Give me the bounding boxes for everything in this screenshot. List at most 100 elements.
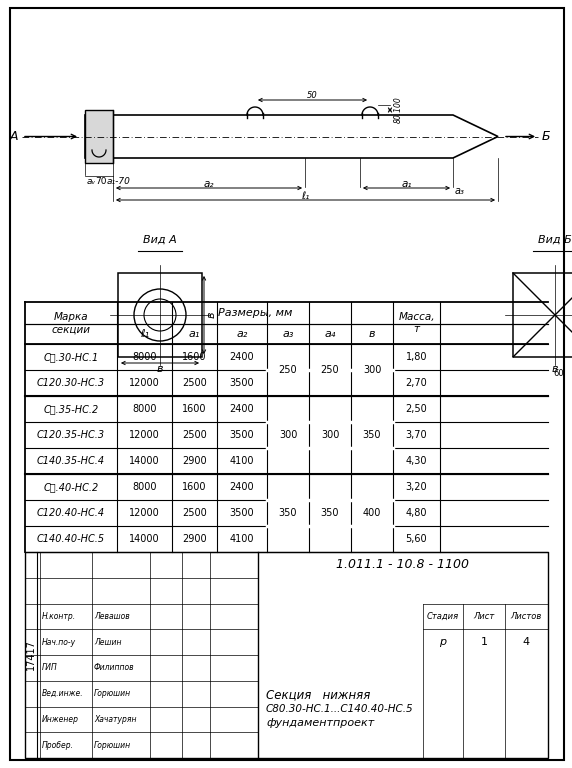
- Text: Секция   нижняя: Секция нижняя: [266, 688, 371, 701]
- Text: Вид А: Вид А: [143, 235, 177, 245]
- Text: ℓ₁: ℓ₁: [301, 191, 309, 201]
- Text: 8000: 8000: [132, 352, 157, 362]
- Text: фундаментпроект: фундаментпроект: [266, 717, 374, 727]
- Text: в: в: [207, 312, 217, 318]
- Text: 14000: 14000: [129, 534, 160, 544]
- Text: 4100: 4100: [230, 456, 254, 466]
- Text: 350: 350: [363, 430, 382, 440]
- Text: 3,20: 3,20: [406, 482, 427, 492]
- Text: 2500: 2500: [182, 378, 207, 388]
- Text: 2400: 2400: [230, 482, 255, 492]
- Text: 4,30: 4,30: [406, 456, 427, 466]
- Text: 3,70: 3,70: [406, 430, 427, 440]
- Text: a₁: a₁: [401, 179, 412, 189]
- Text: 3500: 3500: [230, 378, 255, 388]
- Text: 350: 350: [321, 508, 339, 518]
- Text: А: А: [10, 130, 18, 143]
- Text: 4: 4: [522, 637, 530, 647]
- Text: Филиппов: Филиппов: [94, 664, 134, 672]
- Text: С120.40-НС.4: С120.40-НС.4: [37, 508, 105, 518]
- Text: Нач.по-у: Нач.по-у: [42, 637, 76, 647]
- Text: 2,70: 2,70: [406, 378, 427, 388]
- Text: 14000: 14000: [129, 456, 160, 466]
- Text: 2500: 2500: [182, 508, 207, 518]
- Text: Вид Б: Вид Б: [538, 235, 572, 245]
- Text: ℓ₁: ℓ₁: [140, 329, 149, 339]
- Bar: [85, 110, 113, 163]
- Text: С耰.30-НС.1: С耰.30-НС.1: [43, 352, 98, 362]
- Text: Размеры, мм: Размеры, мм: [218, 308, 292, 318]
- Text: 1600: 1600: [182, 482, 206, 492]
- Text: 250: 250: [321, 365, 339, 375]
- Text: 60: 60: [554, 369, 565, 378]
- Text: Горюшин: Горюшин: [94, 689, 131, 698]
- Text: в: в: [369, 329, 375, 339]
- Bar: [25, 552, 548, 758]
- Text: Лешин: Лешин: [94, 637, 121, 647]
- Text: aᵥ: aᵥ: [87, 177, 96, 186]
- Text: Вед.инже.: Вед.инже.: [42, 689, 84, 698]
- Text: 1600: 1600: [182, 404, 206, 414]
- Text: a₁: a₁: [189, 329, 200, 339]
- Text: a₂: a₂: [236, 329, 248, 339]
- Text: Лист: Лист: [474, 612, 495, 621]
- Text: 350: 350: [279, 508, 297, 518]
- Text: в: в: [552, 364, 558, 374]
- Text: 2900: 2900: [182, 456, 207, 466]
- Text: Инженер: Инженер: [42, 715, 79, 724]
- Text: 250: 250: [279, 365, 297, 375]
- Text: a₃: a₃: [455, 186, 465, 196]
- Text: a₂: a₂: [204, 179, 214, 189]
- Text: Левашов: Левашов: [94, 612, 130, 621]
- Text: 50: 50: [307, 91, 318, 101]
- Text: Горюшин: Горюшин: [94, 740, 131, 750]
- Text: С120.35-НС.3: С120.35-НС.3: [37, 430, 105, 440]
- Text: 3500: 3500: [230, 508, 255, 518]
- Text: a₁-70: a₁-70: [107, 177, 131, 186]
- Text: 300: 300: [279, 430, 297, 440]
- Text: Листов: Листов: [510, 612, 542, 621]
- Text: С耰.35-НС.2: С耰.35-НС.2: [43, 404, 98, 414]
- Text: 1.011.1 - 10.8 - 1100: 1.011.1 - 10.8 - 1100: [336, 558, 470, 571]
- Text: С耰.40-НС.2: С耰.40-НС.2: [43, 482, 98, 492]
- Text: 300: 300: [363, 365, 381, 375]
- Text: С80.30-НС.1...С140.40-НС.5: С80.30-НС.1...С140.40-НС.5: [266, 703, 414, 713]
- Text: a₃: a₃: [283, 329, 293, 339]
- Text: 1: 1: [480, 637, 487, 647]
- Text: 17417: 17417: [26, 640, 36, 670]
- Text: в: в: [157, 364, 163, 374]
- Text: 5,60: 5,60: [406, 534, 427, 544]
- Text: 2500: 2500: [182, 430, 207, 440]
- Text: 8000: 8000: [132, 404, 157, 414]
- Text: Стадия: Стадия: [427, 612, 459, 621]
- Text: 12000: 12000: [129, 430, 160, 440]
- Text: 8000: 8000: [132, 482, 157, 492]
- Text: 400: 400: [363, 508, 381, 518]
- Text: р: р: [439, 637, 447, 647]
- Text: 1,80: 1,80: [406, 352, 427, 362]
- Text: 4,80: 4,80: [406, 508, 427, 518]
- Text: 12000: 12000: [129, 508, 160, 518]
- Text: 80.100: 80.100: [394, 97, 403, 124]
- Text: 4100: 4100: [230, 534, 254, 544]
- Text: Пробер.: Пробер.: [42, 740, 74, 750]
- Text: С140.40-НС.5: С140.40-НС.5: [37, 534, 105, 544]
- Text: ГИП: ГИП: [42, 664, 58, 672]
- Text: 1600: 1600: [182, 352, 206, 362]
- Text: С120.30-НС.3: С120.30-НС.3: [37, 378, 105, 388]
- Text: 2400: 2400: [230, 404, 255, 414]
- Text: С140.35-НС.4: С140.35-НС.4: [37, 456, 105, 466]
- Text: Марка
секции: Марка секции: [51, 312, 90, 334]
- Text: Б: Б: [542, 130, 551, 143]
- Text: 2900: 2900: [182, 534, 207, 544]
- Text: a₄: a₄: [324, 329, 336, 339]
- Text: 300: 300: [321, 430, 339, 440]
- Text: 70: 70: [95, 177, 106, 186]
- Bar: [513, 273, 572, 357]
- Text: 3500: 3500: [230, 430, 255, 440]
- Text: Н.контр.: Н.контр.: [42, 612, 76, 621]
- Bar: [118, 273, 202, 357]
- Text: 2,50: 2,50: [406, 404, 427, 414]
- Text: Хачатурян: Хачатурян: [94, 715, 137, 724]
- Text: Масса,
т: Масса, т: [398, 312, 435, 334]
